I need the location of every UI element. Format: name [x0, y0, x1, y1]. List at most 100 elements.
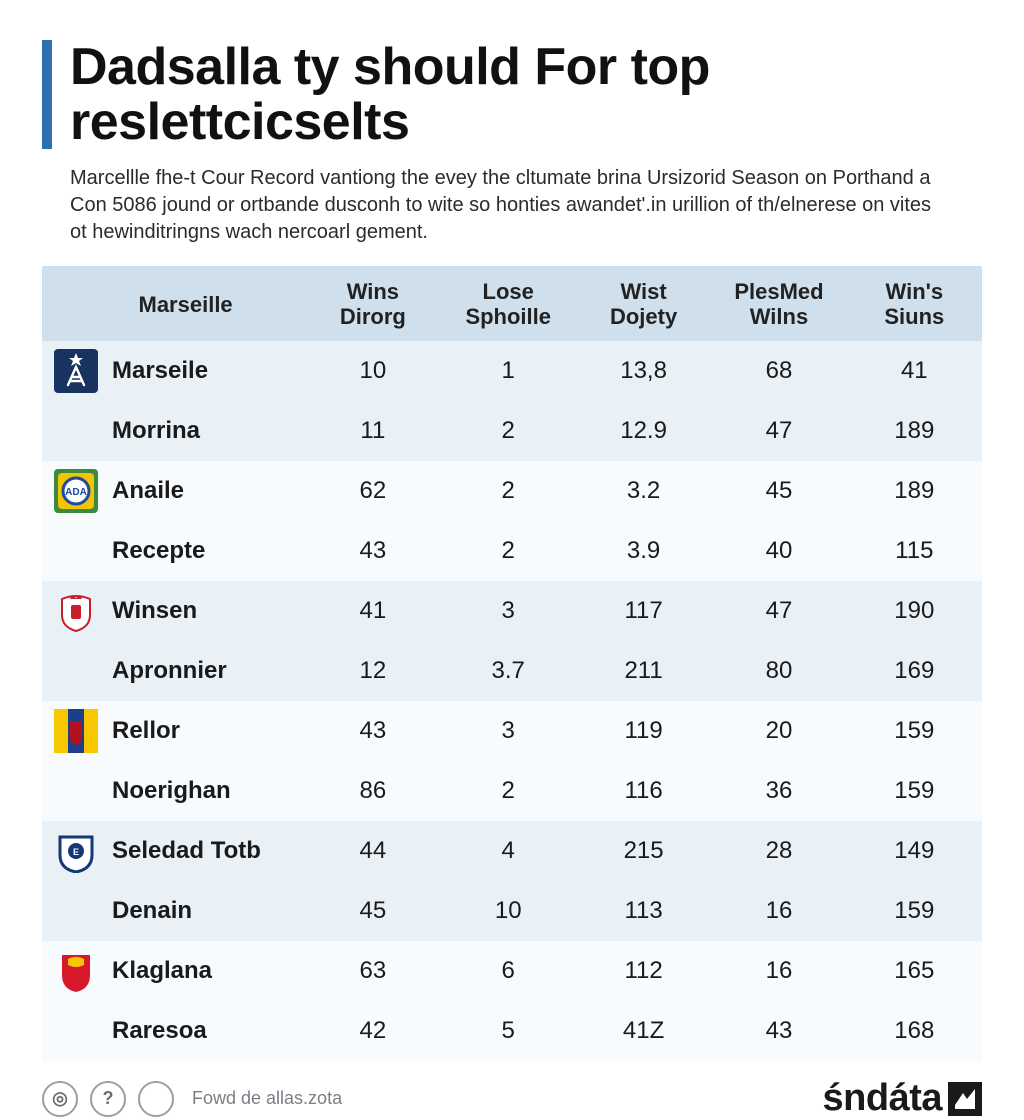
- stat-cell: 68: [711, 341, 846, 401]
- stat-cell: 117: [576, 581, 711, 641]
- table-row: Winsen41311747190: [42, 581, 982, 641]
- stat-cell: 12: [305, 641, 440, 701]
- table-row: Morrina11212.947189: [42, 401, 982, 461]
- table-body: Marseile10113,86841Morrina11212.947189AD…: [42, 341, 982, 1061]
- col-label: PlesMed: [734, 279, 823, 304]
- team-cell: Noerighan: [42, 761, 305, 821]
- team-name: Marseile: [112, 357, 208, 385]
- stat-cell: 11: [305, 401, 440, 461]
- rellor-logo: [54, 709, 98, 753]
- stat-cell: 3.2: [576, 461, 711, 521]
- footer-left: ◎ ? Fowd de allas.zota: [42, 1081, 342, 1117]
- help-icon[interactable]: ?: [90, 1081, 126, 1117]
- stat-cell: 16: [711, 941, 846, 1001]
- team-cell: Morrina: [42, 401, 305, 461]
- stat-cell: 189: [847, 401, 982, 461]
- team-name: Anaile: [112, 477, 184, 505]
- team-name: Denain: [112, 897, 192, 925]
- col-lose: Lose Sphoille: [441, 266, 576, 341]
- table-row: ADA Anaile 6223.245189: [42, 461, 982, 521]
- stat-cell: 10: [441, 881, 576, 941]
- stat-cell: 40: [711, 521, 846, 581]
- col-label: Win's: [886, 279, 944, 304]
- brand-mark-icon: [948, 1082, 982, 1116]
- team-cell: ESeledad Totb: [42, 821, 305, 881]
- team-cell: Rellor: [42, 701, 305, 761]
- col-wist: Wist Dojety: [576, 266, 711, 341]
- stat-cell: 169: [847, 641, 982, 701]
- title-block: Dadsalla ty should For top reslettcicsel…: [42, 40, 982, 149]
- standings-table: Marseille Wins Dirorg Lose Sphoille Wist…: [42, 266, 982, 1061]
- share-icon[interactable]: [138, 1081, 174, 1117]
- team-cell: Winsen: [42, 581, 305, 641]
- col-label: Siuns: [884, 304, 944, 329]
- logo-spacer: [54, 1009, 98, 1053]
- stat-cell: 113: [576, 881, 711, 941]
- table-row: Recepte4323.940115: [42, 521, 982, 581]
- team-cell: Marseile: [42, 341, 305, 401]
- stat-cell: 47: [711, 401, 846, 461]
- stat-cell: 115: [847, 521, 982, 581]
- logo-spacer: [54, 889, 98, 933]
- team-cell: Denain: [42, 881, 305, 941]
- stat-cell: 3: [441, 581, 576, 641]
- stat-cell: 63: [305, 941, 440, 1001]
- stat-cell: 36: [711, 761, 846, 821]
- stat-cell: 2: [441, 461, 576, 521]
- stat-cell: 44: [305, 821, 440, 881]
- stat-cell: 2: [441, 521, 576, 581]
- stat-cell: 159: [847, 881, 982, 941]
- table-row: ESeledad Totb44421528149: [42, 821, 982, 881]
- stat-cell: 215: [576, 821, 711, 881]
- col-wins: Wins Dirorg: [305, 266, 440, 341]
- col-label: Marseille: [139, 292, 233, 317]
- team-cell: Raresoa: [42, 1001, 305, 1061]
- stat-cell: 1: [441, 341, 576, 401]
- svg-text:E: E: [73, 847, 79, 857]
- col-label: Wist: [620, 279, 666, 304]
- stat-cell: 116: [576, 761, 711, 821]
- col-team: Marseille: [42, 266, 305, 341]
- stat-cell: 5: [441, 1001, 576, 1061]
- stat-cell: 159: [847, 701, 982, 761]
- stat-cell: 43: [711, 1001, 846, 1061]
- stat-cell: 149: [847, 821, 982, 881]
- stat-cell: 159: [847, 761, 982, 821]
- stat-cell: 189: [847, 461, 982, 521]
- col-label: Dojety: [610, 304, 677, 329]
- col-plesmed: PlesMed Wilns: [711, 266, 846, 341]
- page-title: Dadsalla ty should For top reslettcicsel…: [70, 40, 982, 149]
- stat-cell: 20: [711, 701, 846, 761]
- stat-cell: 112: [576, 941, 711, 1001]
- stat-cell: 16: [711, 881, 846, 941]
- team-name: Noerighan: [112, 777, 231, 805]
- stat-cell: 41: [847, 341, 982, 401]
- stat-cell: 119: [576, 701, 711, 761]
- seledad-logo: E: [54, 829, 98, 873]
- team-name: Klaglana: [112, 957, 212, 985]
- stat-cell: 28: [711, 821, 846, 881]
- logo-spacer: [54, 649, 98, 693]
- stat-cell: 2: [441, 761, 576, 821]
- stat-cell: 62: [305, 461, 440, 521]
- stat-cell: 168: [847, 1001, 982, 1061]
- logo-spacer: [54, 409, 98, 453]
- col-label: Wins: [347, 279, 399, 304]
- team-cell: Apronnier: [42, 641, 305, 701]
- stat-cell: 45: [711, 461, 846, 521]
- team-cell: ADA Anaile: [42, 461, 305, 521]
- stat-cell: 165: [847, 941, 982, 1001]
- table-row: Rellor43311920159: [42, 701, 982, 761]
- table-row: Denain 451011316159: [42, 881, 982, 941]
- stat-cell: 12.9: [576, 401, 711, 461]
- cc-icon[interactable]: ◎: [42, 1081, 78, 1117]
- stat-cell: 45: [305, 881, 440, 941]
- team-name: Winsen: [112, 597, 197, 625]
- footer-note: Fowd de allas.zota: [192, 1088, 342, 1109]
- table-row: Marseile10113,86841: [42, 341, 982, 401]
- svg-text:ADA: ADA: [65, 487, 87, 498]
- stat-cell: 47: [711, 581, 846, 641]
- col-label: Lose: [483, 279, 534, 304]
- accent-bar: [42, 40, 52, 149]
- stat-cell: 3: [441, 701, 576, 761]
